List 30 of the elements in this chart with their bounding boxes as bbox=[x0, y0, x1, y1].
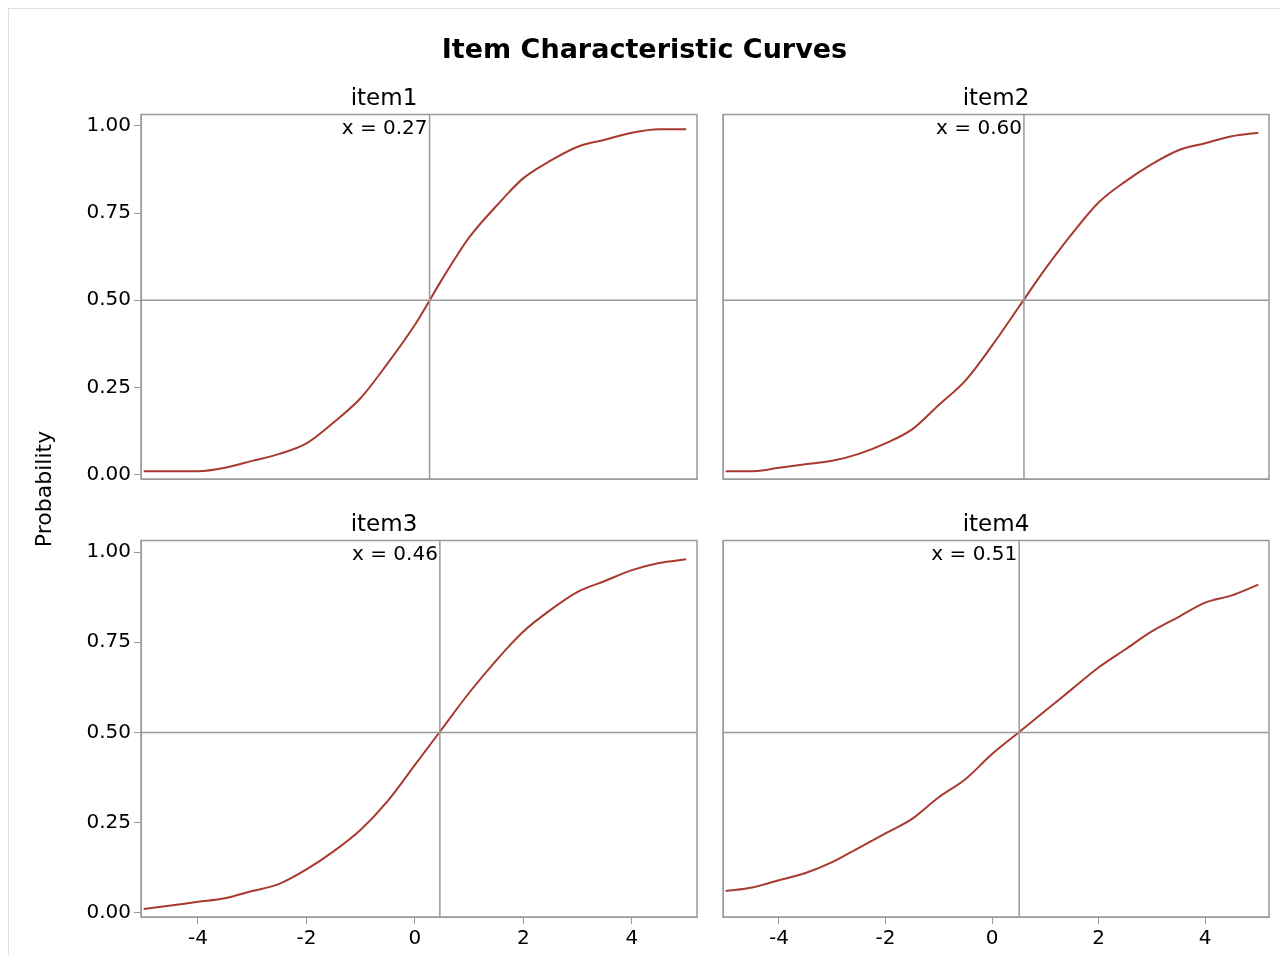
x-tick-label: -4 bbox=[768, 925, 789, 950]
chart-title: item1 bbox=[350, 83, 418, 110]
text: Item Characteristic Curves bbox=[440, 33, 849, 64]
y-tick-label: 0.75 bbox=[86, 199, 131, 224]
x-tick-label: 4 bbox=[625, 925, 639, 950]
y-tick-label: 0.25 bbox=[86, 808, 131, 833]
x-tick-label: 0 bbox=[408, 925, 422, 950]
ref-line-label: x = 0.51 bbox=[931, 540, 1018, 565]
x-tick-label: -4 bbox=[187, 925, 208, 950]
chart-title: item2 bbox=[962, 83, 1030, 110]
chart-title: item3 bbox=[350, 509, 418, 536]
y-tick-label: 0.50 bbox=[86, 718, 131, 743]
y-tick-label: 0.00 bbox=[86, 898, 131, 923]
y-tick-label: 0.75 bbox=[86, 628, 131, 653]
x-tick-label: -2 bbox=[875, 925, 896, 950]
y-tick-label: 0.00 bbox=[86, 461, 131, 486]
y-tick-label: 0.50 bbox=[86, 286, 131, 311]
x-tick-label: 4 bbox=[1198, 925, 1212, 950]
ref-line-label: x = 0.46 bbox=[352, 540, 438, 565]
x-tick-label: 2 bbox=[1092, 925, 1105, 950]
x-tick-label: 0 bbox=[985, 925, 999, 950]
chart-title: item4 bbox=[962, 509, 1030, 536]
x-tick-label: 2 bbox=[517, 925, 530, 950]
y-tick-label: 1.00 bbox=[86, 538, 131, 563]
y-tick-label: 1.00 bbox=[86, 111, 131, 136]
ref-line-label: x = 0.60 bbox=[936, 114, 1022, 139]
y-axis-title: Probability bbox=[30, 430, 56, 548]
x-tick-label: -2 bbox=[296, 925, 317, 950]
y-tick-label: 0.25 bbox=[86, 373, 131, 398]
ref-line-label: x = 0.27 bbox=[341, 114, 428, 139]
